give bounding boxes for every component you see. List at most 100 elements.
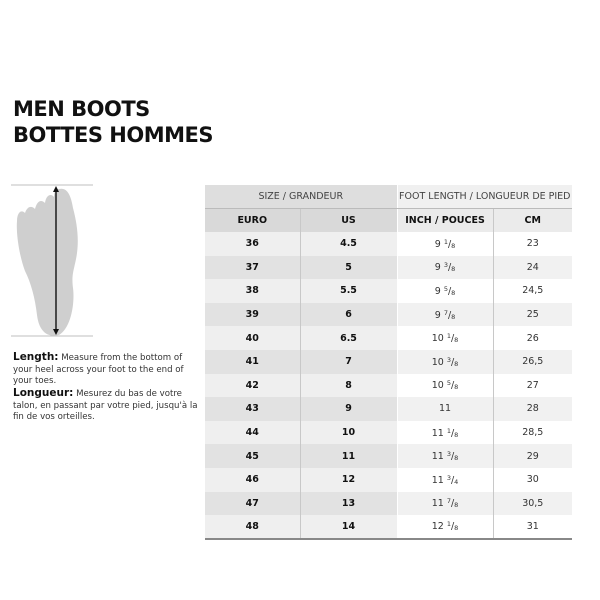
euro-cell: 43 xyxy=(205,397,300,421)
inch-whole: 11 xyxy=(431,451,444,463)
euro-cell: 48 xyxy=(205,515,300,540)
cm-cell: 24 xyxy=(492,255,573,280)
inch-denominator: 8 xyxy=(454,383,459,392)
inch-whole: 11 xyxy=(431,498,444,510)
inch-whole: 9 xyxy=(434,285,441,297)
inch-denominator: 8 xyxy=(454,454,459,463)
table-row: 39 6 9 7/8 25 xyxy=(205,302,573,327)
inch-numerator: 5 xyxy=(446,379,451,388)
inch-whole: 10 xyxy=(431,333,444,345)
cm-cell: 28 xyxy=(492,397,573,421)
inch-denominator: 8 xyxy=(454,501,459,510)
inch-denominator: 8 xyxy=(451,288,456,297)
euro-cell: 39 xyxy=(205,302,300,327)
inch-denominator: 8 xyxy=(454,359,459,368)
us-cell: 14 xyxy=(299,515,398,540)
table-row: 42 8 10 5/8 27 xyxy=(205,373,573,398)
inch-cell: 9 1/8 xyxy=(396,232,494,256)
inch-cell: 9 5/8 xyxy=(396,279,494,303)
inch-whole: 10 xyxy=(431,356,444,368)
us-cell: 8 xyxy=(299,373,398,398)
us-column-header: US xyxy=(299,208,398,232)
page-title: MEN BOOTS BOTTES HOMMES xyxy=(13,96,213,148)
euro-cell: 47 xyxy=(205,491,300,516)
length-text: Measure from the bottom of your heel acr… xyxy=(13,353,184,386)
euro-cell: 37 xyxy=(205,255,300,280)
cm-cell: 30,5 xyxy=(492,491,573,516)
foot-measurement-icon xyxy=(11,184,93,337)
longueur-description: Longueur: Mesurez du bas de votre talon,… xyxy=(13,387,198,424)
euro-column-header: EURO xyxy=(205,208,300,232)
longueur-label: Longueur: xyxy=(13,387,74,399)
inch-column-header: INCH / POUCES xyxy=(396,208,494,232)
inch-denominator: 8 xyxy=(454,430,459,439)
inch-cell: 10 5/8 xyxy=(396,373,494,398)
euro-cell: 44 xyxy=(205,420,300,445)
euro-cell: 41 xyxy=(205,349,300,374)
inch-numerator: 3 xyxy=(443,261,448,270)
inch-whole: 11 xyxy=(431,427,444,439)
cm-cell: 26 xyxy=(492,326,573,350)
table-row: 47 13 11 7/8 30,5 xyxy=(205,491,573,516)
inch-denominator: 8 xyxy=(451,312,456,321)
cm-cell: 26,5 xyxy=(492,349,573,374)
inch-cell: 9 3/8 xyxy=(396,255,494,280)
inch-numerator: 1 xyxy=(446,520,451,529)
inch-cell: 11 7/8 xyxy=(396,491,494,516)
inch-cell: 11 1/8 xyxy=(396,420,494,445)
inch-numerator: 1 xyxy=(446,426,451,435)
us-cell: 11 xyxy=(299,444,398,468)
us-cell: 4.5 xyxy=(299,232,398,256)
title-french: BOTTES HOMMES xyxy=(13,123,213,147)
table-row: 43 9 11 28 xyxy=(205,397,573,421)
inch-numerator: 7 xyxy=(443,308,448,317)
inch-whole: 9 xyxy=(434,262,441,274)
us-cell: 6.5 xyxy=(299,326,398,350)
us-cell: 12 xyxy=(299,467,398,492)
cm-cell: 24,5 xyxy=(492,279,573,303)
inch-numerator: 5 xyxy=(443,284,448,293)
table-row: 46 12 11 3/4 30 xyxy=(205,467,573,492)
inch-cell: 10 3/8 xyxy=(396,349,494,374)
size-group-header: SIZE / GRANDEUR xyxy=(205,185,398,209)
table-row: 48 14 12 1/8 31 xyxy=(205,515,573,540)
inch-cell: 11 xyxy=(396,397,494,421)
cm-cell: 23 xyxy=(492,232,573,256)
inch-denominator: 8 xyxy=(454,524,459,533)
inch-cell: 10 1/8 xyxy=(396,326,494,350)
inch-numerator: 3 xyxy=(446,473,451,482)
length-description: Length: Measure from the bottom of your … xyxy=(13,351,198,388)
us-cell: 9 xyxy=(299,397,398,421)
table-row: 45 11 11 3/8 29 xyxy=(205,444,573,468)
cm-cell: 29 xyxy=(492,444,573,468)
table-row: 41 7 10 3/8 26,5 xyxy=(205,349,573,374)
euro-cell: 38 xyxy=(205,279,300,303)
longueur-text: Mesurez du bas de votre talon, en passan… xyxy=(13,389,198,422)
cm-cell: 31 xyxy=(492,515,573,540)
table-row: 37 5 9 3/8 24 xyxy=(205,255,573,280)
us-cell: 7 xyxy=(299,349,398,374)
inch-cell: 11 3/4 xyxy=(396,467,494,492)
inch-cell: 9 7/8 xyxy=(396,302,494,327)
inch-whole: 11 xyxy=(438,403,452,415)
inch-whole: 11 xyxy=(431,474,444,486)
inch-whole: 10 xyxy=(431,380,444,392)
table-row: 36 4.5 9 1/8 23 xyxy=(205,232,573,256)
cm-cell: 30 xyxy=(492,467,573,492)
inch-denominator: 8 xyxy=(451,241,456,250)
inch-numerator: 1 xyxy=(443,237,448,246)
length-label: Length: xyxy=(13,351,59,363)
foot-length-group-header: FOOT LENGTH / LONGUEUR DE PIED xyxy=(396,185,573,209)
euro-cell: 45 xyxy=(205,444,300,468)
cm-column-header: CM xyxy=(492,208,573,232)
inch-denominator: 8 xyxy=(454,336,459,345)
inch-whole: 9 xyxy=(434,238,441,250)
cm-cell: 28,5 xyxy=(492,420,573,445)
inch-cell: 12 1/8 xyxy=(396,515,494,540)
euro-cell: 46 xyxy=(205,467,300,492)
inch-denominator: 8 xyxy=(451,265,456,274)
inch-denominator: 4 xyxy=(454,477,459,486)
inch-numerator: 3 xyxy=(446,355,451,364)
euro-cell: 42 xyxy=(205,373,300,398)
inch-numerator: 1 xyxy=(446,332,451,341)
